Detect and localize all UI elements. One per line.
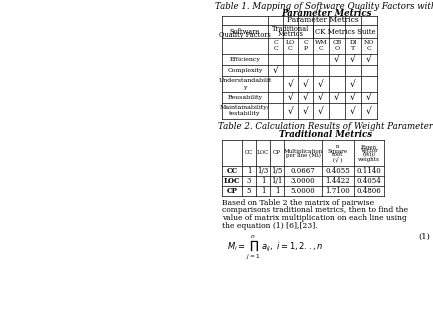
Text: root: root [332, 153, 344, 158]
Text: value of matrix multiplication on each line using: value of matrix multiplication on each l… [222, 214, 407, 222]
Text: Table 1. Mapping of Software Quality Factors with: Table 1. Mapping of Software Quality Fac… [215, 2, 433, 11]
Text: CC: CC [226, 167, 238, 175]
Text: √: √ [350, 55, 356, 64]
Text: 1: 1 [261, 187, 265, 195]
Text: CK Metrics Suite: CK Metrics Suite [315, 27, 375, 36]
Text: 1/5: 1/5 [271, 167, 283, 175]
Text: testability: testability [229, 111, 261, 116]
Text: Metrics: Metrics [278, 31, 304, 38]
Text: O: O [334, 46, 339, 51]
Text: 1/3: 1/3 [257, 167, 268, 175]
Text: √: √ [350, 106, 356, 115]
Text: per line (Mi): per line (Mi) [285, 152, 320, 158]
Text: Vector: Vector [360, 149, 378, 154]
Text: Traditional Metrics: Traditional Metrics [279, 130, 372, 139]
Text: y: y [243, 85, 247, 90]
Text: √: √ [318, 93, 324, 102]
Text: NO: NO [364, 40, 374, 45]
Text: √: √ [350, 93, 356, 102]
Text: Parameter Metrics: Parameter Metrics [287, 17, 359, 25]
Text: 1: 1 [247, 167, 251, 175]
Text: √: √ [334, 93, 340, 102]
Text: CP: CP [226, 187, 237, 195]
Text: Understandabilit: Understandabilit [218, 78, 271, 83]
Text: Square: Square [328, 149, 348, 154]
Text: the equation (1) [6],[23].: the equation (1) [6],[23]. [222, 222, 318, 230]
Text: Complexity: Complexity [227, 68, 263, 73]
Text: DI: DI [349, 40, 357, 45]
Text: CB: CB [333, 40, 342, 45]
Text: comparisons traditional metrics, then to find the: comparisons traditional metrics, then to… [222, 207, 408, 215]
Text: 0.4806: 0.4806 [357, 187, 381, 195]
Text: (√ ): (√ ) [333, 156, 343, 162]
Text: 0.0667: 0.0667 [291, 167, 315, 175]
Text: 0.1140: 0.1140 [357, 167, 381, 175]
Text: WM: WM [315, 40, 327, 45]
Text: Eigen: Eigen [361, 144, 377, 149]
Text: Table 2. Calculation Results of Weight Parameter: Table 2. Calculation Results of Weight P… [219, 122, 433, 131]
Text: (Wi)/: (Wi)/ [362, 153, 376, 158]
Text: 1.4422: 1.4422 [326, 177, 350, 185]
Text: (1): (1) [418, 233, 430, 241]
Text: 1.7100: 1.7100 [326, 187, 350, 195]
Text: √: √ [303, 93, 308, 102]
Text: C: C [319, 46, 323, 51]
Text: T: T [351, 46, 355, 51]
Text: Parameter Metrics: Parameter Metrics [281, 9, 371, 18]
Text: √: √ [366, 55, 372, 64]
Text: n: n [336, 144, 340, 149]
Text: Multiplication: Multiplication [284, 149, 323, 154]
Text: 3: 3 [247, 177, 251, 185]
Text: √: √ [366, 93, 372, 102]
Text: Traditional: Traditional [272, 25, 309, 33]
Text: 1/1: 1/1 [271, 177, 283, 185]
Text: C: C [288, 46, 293, 51]
Text: weights: weights [358, 157, 380, 162]
Text: √: √ [318, 80, 324, 89]
Text: √: √ [288, 80, 294, 89]
Text: 1: 1 [261, 177, 265, 185]
Text: 1: 1 [275, 187, 279, 195]
Text: √: √ [273, 66, 278, 75]
Text: √: √ [318, 106, 324, 115]
Text: C: C [367, 46, 372, 51]
Text: √: √ [303, 106, 308, 115]
Text: √: √ [288, 93, 294, 102]
Text: √: √ [366, 106, 372, 115]
Text: C: C [273, 46, 278, 51]
Text: $M_i = \prod_{j=1}^{n} \; a_{ij}, \; i = 1,2.., n$: $M_i = \prod_{j=1}^{n} \; a_{ij}, \; i =… [227, 234, 323, 262]
Text: 0.4055: 0.4055 [326, 167, 350, 175]
Text: LOC: LOC [224, 177, 240, 185]
Text: √: √ [288, 106, 294, 115]
Text: P: P [304, 46, 307, 51]
Text: √: √ [303, 80, 308, 89]
Text: Software: Software [230, 28, 260, 36]
Text: 0.4054: 0.4054 [357, 177, 381, 185]
Text: CC: CC [245, 150, 253, 155]
Text: √: √ [350, 80, 356, 89]
Text: Based on Table 2 the matrix of pairwise: Based on Table 2 the matrix of pairwise [222, 199, 374, 207]
Text: Maintainability/: Maintainability/ [220, 105, 270, 110]
Text: Quality Factors: Quality Factors [219, 31, 271, 39]
Text: LO: LO [286, 40, 295, 45]
Text: √: √ [334, 55, 340, 64]
Text: C: C [273, 40, 278, 45]
Text: 5.0000: 5.0000 [291, 187, 315, 195]
Text: CP: CP [273, 150, 281, 155]
Text: Reusability: Reusability [227, 95, 262, 100]
Text: C: C [303, 40, 308, 45]
Text: Efficiency: Efficiency [229, 57, 260, 62]
Text: LOC: LOC [257, 150, 269, 155]
Text: 5: 5 [247, 187, 251, 195]
Text: 3.0000: 3.0000 [291, 177, 315, 185]
